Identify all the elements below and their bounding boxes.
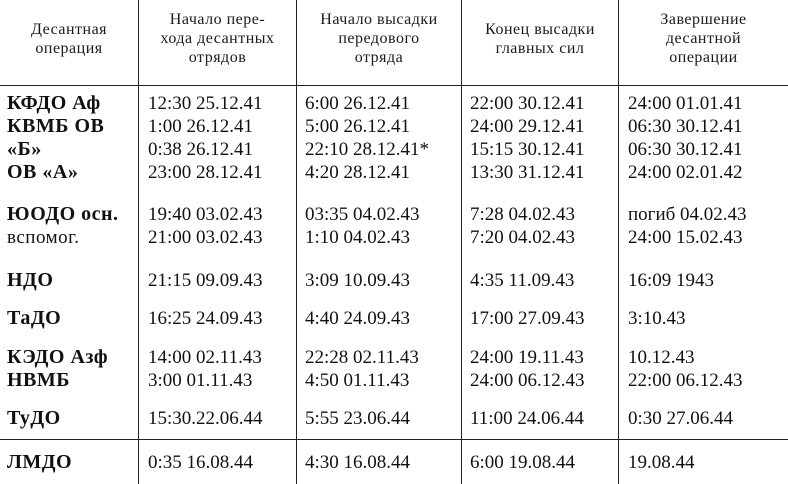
- column-divider: [618, 0, 619, 484]
- header-operation-end: Завершение десантной операции: [660, 11, 747, 66]
- table-group: ТуДО 15:30.22.06.44 5:55 23.06.44 11:00 …: [0, 407, 788, 430]
- table-group: НДО 21:15 09.09.43 3:09 10.09.43 4:35 11…: [0, 269, 788, 292]
- transit-start: 21:00 03.02.43: [148, 227, 263, 248]
- table-row: ЮОДО осн. 19:40 03.02.43 03:35 04.02.43 …: [0, 203, 788, 226]
- main-landing-end: 6:00 19.08.44: [470, 452, 576, 473]
- vanguard-landing: 22:28 02.11.43: [305, 347, 419, 368]
- operation-end: 24:00 02.01.42: [628, 162, 743, 183]
- table-row: ЛМДО 0:35 16.08.44 4:30 16.08.44 6:00 19…: [0, 451, 788, 474]
- operation-end: 19.08.44: [628, 452, 695, 473]
- transit-start: 0:35 16.08.44: [148, 452, 254, 473]
- section-rule: [0, 439, 788, 440]
- vanguard-landing: 4:40 24.09.43: [305, 308, 411, 329]
- table-group: ТаДО 16:25 24.09.43 4:40 24.09.43 17:00 …: [0, 307, 788, 330]
- table-row: КЭДО Азф 14:00 02.11.43 22:28 02.11.43 2…: [0, 346, 788, 369]
- table-group: ЮОДО осн. 19:40 03.02.43 03:35 04.02.43 …: [0, 203, 788, 249]
- transit-start: 0:38 26.12.41: [148, 139, 254, 160]
- table-group: ЛМДО 0:35 16.08.44 4:30 16.08.44 6:00 19…: [0, 451, 788, 474]
- operation-name: КЭДО Азф: [7, 346, 109, 368]
- operation-name: ТаДО: [7, 307, 62, 329]
- column-divider: [296, 0, 297, 484]
- main-landing-end: 11:00 24.06.44: [470, 408, 584, 429]
- operation-name: НВМБ: [7, 369, 70, 391]
- transit-start: 23:00 28.12.41: [148, 162, 263, 183]
- table-row: вспомог. 21:00 03.02.43 1:10 04.02.43 7:…: [0, 226, 788, 249]
- table-group: КФДО Аф 12:30 25.12.41 6:00 26.12.41 22:…: [0, 92, 788, 184]
- operation-name: ОВ «А»: [7, 161, 79, 183]
- operation-name: ЛМДО: [7, 451, 73, 473]
- main-landing-end: 13:30 31.12.41: [470, 162, 585, 183]
- operation-name: ЮОДО осн.: [7, 203, 119, 225]
- operation-name: КФДО Аф: [7, 92, 101, 114]
- main-landing-end: 24:00 29.12.41: [470, 116, 585, 137]
- operation-end: 06:30 30.12.41: [628, 139, 743, 160]
- operation-name: ТуДО: [7, 407, 61, 429]
- main-landing-end: 17:00 27.09.43: [470, 308, 585, 329]
- header-operation: Десантная операция: [30, 21, 108, 57]
- table-group: КЭДО Азф 14:00 02.11.43 22:28 02.11.43 2…: [0, 346, 788, 392]
- transit-start: 15:30.22.06.44: [148, 408, 263, 429]
- main-landing-end: 22:00 30.12.41: [470, 93, 585, 114]
- table-row: КВМБ ОВ 1:00 26.12.41 5:00 26.12.41 24:0…: [0, 115, 788, 138]
- table-row: КФДО Аф 12:30 25.12.41 6:00 26.12.41 22:…: [0, 92, 788, 115]
- transit-start: 19:40 03.02.43: [148, 204, 263, 225]
- header-vanguard-landing: Начало высадки передового отряда: [320, 11, 438, 66]
- table-row: ОВ «А» 23:00 28.12.41 4:20 28.12.41 13:3…: [0, 161, 788, 184]
- operation-end: 24:00 01.01.41: [628, 93, 743, 114]
- vanguard-landing: 5:00 26.12.41: [305, 116, 411, 137]
- vanguard-landing: 5:55 23.06.44: [305, 408, 411, 429]
- vanguard-landing: 4:20 28.12.41: [305, 162, 411, 183]
- transit-start: 1:00 26.12.41: [148, 116, 254, 137]
- transit-start: 12:30 25.12.41: [148, 93, 263, 114]
- operation-name: НДО: [7, 269, 54, 291]
- column-divider: [138, 0, 139, 484]
- operation-name: вспомог.: [7, 227, 80, 248]
- table-row: «Б» 0:38 26.12.41 22:10 28.12.41* 15:15 …: [0, 138, 788, 161]
- vanguard-landing: 3:09 10.09.43: [305, 270, 411, 291]
- table-row: НДО 21:15 09.09.43 3:09 10.09.43 4:35 11…: [0, 269, 788, 292]
- vanguard-landing: 03:35 04.02.43: [305, 204, 420, 225]
- table-row: НВМБ 3:00 01.11.43 4:50 01.11.43 24:00 0…: [0, 369, 788, 392]
- operation-end: 06:30 30.12.41: [628, 116, 743, 137]
- table-row: ТаДО 16:25 24.09.43 4:40 24.09.43 17:00 …: [0, 307, 788, 330]
- main-landing-end: 24:00 19.11.43: [470, 347, 584, 368]
- operation-name: КВМБ ОВ: [7, 115, 105, 137]
- operation-end: 0:30 27.06.44: [628, 408, 734, 429]
- table-row: ТуДО 15:30.22.06.44 5:55 23.06.44 11:00 …: [0, 407, 788, 430]
- transit-start: 21:15 09.09.43: [148, 270, 263, 291]
- main-landing-end: 15:15 30.12.41: [470, 139, 585, 160]
- vanguard-landing: 1:10 04.02.43: [305, 227, 411, 248]
- operation-end: 10.12.43: [628, 347, 695, 368]
- header-rule: [0, 85, 788, 86]
- main-landing-end: 4:35 11.09.43: [470, 270, 575, 291]
- header-main-landing-end: Конец высадки главных сил: [485, 21, 595, 57]
- header-transit-start: Начало пере- хода десантных отрядов: [160, 11, 275, 66]
- operation-end: 3:10.43: [628, 308, 686, 329]
- operation-end: погиб 04.02.43: [628, 204, 747, 225]
- operation-end: 24:00 15.02.43: [628, 227, 743, 248]
- vanguard-landing: 22:10 28.12.41*: [305, 139, 430, 160]
- operation-end: 16:09 1943: [628, 270, 715, 291]
- vanguard-landing: 4:50 01.11.43: [305, 370, 410, 391]
- transit-start: 14:00 02.11.43: [148, 347, 262, 368]
- operation-name: «Б»: [7, 138, 42, 160]
- vanguard-landing: 6:00 26.12.41: [305, 93, 411, 114]
- column-divider: [461, 0, 462, 484]
- operation-end: 22:00 06.12.43: [628, 370, 743, 391]
- main-landing-end: 7:20 04.02.43: [470, 227, 576, 248]
- transit-start: 3:00 01.11.43: [148, 370, 253, 391]
- vanguard-landing: 4:30 16.08.44: [305, 452, 411, 473]
- transit-start: 16:25 24.09.43: [148, 308, 263, 329]
- main-landing-end: 7:28 04.02.43: [470, 204, 576, 225]
- main-landing-end: 24:00 06.12.43: [470, 370, 585, 391]
